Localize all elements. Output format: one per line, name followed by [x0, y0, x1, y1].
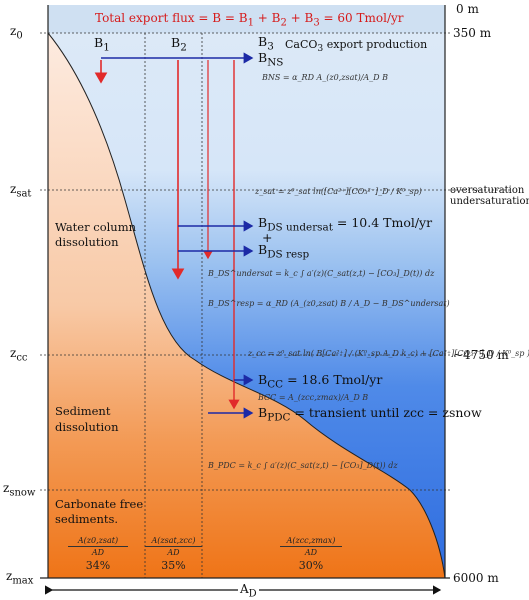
- surface-band: [48, 5, 445, 33]
- bcc-equation: BCC = A_(zcc,zmax)/A_D B: [258, 393, 369, 402]
- zcc-equation: z_cc = z⁰_sat ln( B[Ca²⁺] / (K⁰_sp A_D k…: [248, 349, 529, 358]
- plus-sign: +: [262, 230, 273, 245]
- zsat-equation: z_sat = z⁰_sat ln([Ca²⁺][CO₃²⁻]_D / K⁰_s…: [255, 187, 422, 196]
- total-flux-title: Total export flux = B = B1 + B2 + B3 = 6…: [95, 11, 404, 29]
- b2-label: B2: [171, 35, 187, 54]
- fraction-3: A(zcc,zmax) AD 30%: [280, 536, 342, 572]
- depth-zcc: ~4750 m: [453, 348, 509, 362]
- sediment-dissolution-label-2: dissolution: [55, 420, 119, 434]
- bpdc-label: BPDC = transient until zcc = zsnow: [258, 405, 482, 424]
- zsat-label: zsat: [10, 182, 32, 200]
- bcc-label: BCC = 18.6 Tmol/yr: [258, 372, 383, 391]
- z0-label: z0: [10, 24, 23, 42]
- seafloor-profile: [47, 31, 446, 579]
- b1-label: B1: [94, 35, 110, 54]
- depth-z0: 350 m: [453, 26, 492, 40]
- zsnow-label: zsnow: [3, 481, 36, 499]
- oversaturation-label: oversaturation: [450, 185, 525, 196]
- zmax-label: zmax: [6, 569, 34, 587]
- depth-surface: 0 m: [456, 2, 479, 16]
- bpdc-equation: B_PDC = k_c ∫ a′(z)(C_sat(z,t) − [CO₃]_D…: [208, 461, 398, 470]
- ad-label: AD: [238, 582, 259, 600]
- sediment-dissolution-label-1: Sediment: [55, 404, 111, 418]
- caco3-label: CaCO3 export production: [285, 38, 428, 55]
- b3-label: B3: [258, 34, 274, 53]
- undersaturation-label: undersaturation: [450, 196, 529, 207]
- water-dissolution-label-2: dissolution: [55, 235, 119, 249]
- water-dissolution-label-1: Water column: [55, 220, 137, 234]
- fraction-1: A(z0,zsat) AD 34%: [68, 536, 128, 572]
- bds-resp-equation: B_DS^resp = α_RD (A_(z0,zsat) B / A_D − …: [208, 299, 450, 308]
- bds-resp-label: BDS resp: [258, 242, 310, 261]
- zcc-label: zcc: [10, 346, 28, 364]
- bns-equation: BNS = α_RD A_(z0,zsat)/A_D B: [262, 73, 389, 82]
- carbonate-free-label-2: sediments.: [55, 512, 119, 526]
- bds-undersat-label: BDS undersat = 10.4 Tmol/yr: [258, 215, 433, 234]
- depth-zmax: 6000 m: [453, 571, 499, 585]
- bns-label: BNS: [258, 50, 284, 69]
- bds-undersat-equation: B_DS^undersat = k_c ∫ a′(z)(C_sat(z,t) −…: [208, 269, 435, 278]
- carbonate-free-label-1: Carbonate free: [55, 497, 144, 511]
- fraction-2: A(zsat,zcc) AD 35%: [145, 536, 202, 572]
